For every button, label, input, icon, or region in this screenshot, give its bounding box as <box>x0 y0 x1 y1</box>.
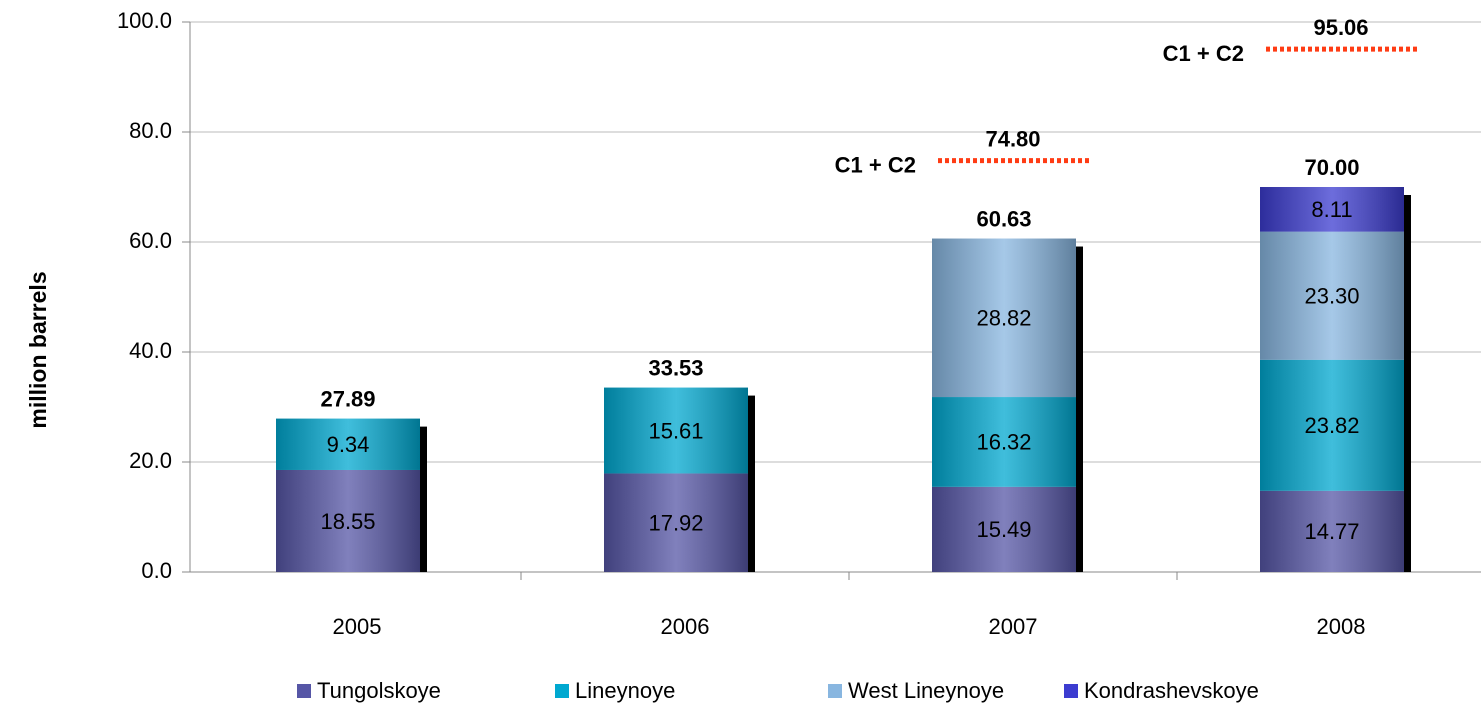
legend-swatch <box>555 684 569 698</box>
bar-shine <box>932 486 1076 572</box>
bar-shine <box>1260 187 1404 232</box>
legend-swatch <box>828 684 842 698</box>
legend-label: Kondrashevskoye <box>1084 678 1259 703</box>
segment-label: 9.34 <box>327 432 370 457</box>
y-axis-label: million barrels <box>25 271 51 428</box>
segment-label: 18.55 <box>320 509 375 534</box>
total-label: 27.89 <box>320 386 375 411</box>
reserve-value-label: 95.06 <box>1313 15 1368 40</box>
total-label: 70.00 <box>1304 155 1359 180</box>
bar-shine <box>276 469 420 572</box>
legend-swatch <box>1064 684 1078 698</box>
bar-shine <box>932 397 1076 487</box>
segment-label: 23.30 <box>1304 283 1359 308</box>
total-label: 33.53 <box>648 355 703 380</box>
x-tick-label: 2006 <box>661 614 710 639</box>
segment-label: 14.77 <box>1304 519 1359 544</box>
bar-shine <box>1260 231 1404 360</box>
total-label: 60.63 <box>976 206 1031 231</box>
x-tick-label: 2007 <box>989 614 1038 639</box>
bar-shine <box>932 238 1076 398</box>
y-tick-label: 60.0 <box>129 228 172 253</box>
y-tick-label: 20.0 <box>129 448 172 473</box>
segment-label: 28.82 <box>976 306 1031 331</box>
bar-shadow <box>1404 195 1411 572</box>
legend-label: West Lineynoye <box>848 678 1004 703</box>
segment-label: 8.11 <box>1311 197 1352 222</box>
y-tick-label: 100.0 <box>117 8 172 33</box>
bar-shadow <box>748 395 755 572</box>
reserve-value-label: 74.80 <box>985 126 1040 151</box>
bar-shadow <box>1076 246 1083 572</box>
segment-label: 17.92 <box>648 511 703 536</box>
bar-shine <box>604 473 748 572</box>
x-tick-label: 2008 <box>1317 614 1366 639</box>
bar-shadow <box>420 426 427 572</box>
bar-shine <box>1260 490 1404 572</box>
x-tick-label: 2005 <box>333 614 382 639</box>
segment-label: 15.61 <box>648 418 703 443</box>
legend-label: Tungolskoye <box>317 678 441 703</box>
y-tick-label: 40.0 <box>129 338 172 363</box>
bar-shine <box>276 418 420 470</box>
legend-label: Lineynoye <box>575 678 675 703</box>
segment-label: 16.32 <box>976 430 1031 455</box>
segment-label: 23.82 <box>1304 413 1359 438</box>
y-tick-label: 80.0 <box>129 118 172 143</box>
legend-swatch <box>297 684 311 698</box>
y-tick-label: 0.0 <box>141 558 172 583</box>
reserve-name: C1 + C2 <box>1163 41 1244 66</box>
bar-shine <box>604 387 748 474</box>
bar-shine <box>1260 359 1404 491</box>
segment-label: 15.49 <box>976 517 1031 542</box>
reserve-name: C1 + C2 <box>835 152 916 177</box>
